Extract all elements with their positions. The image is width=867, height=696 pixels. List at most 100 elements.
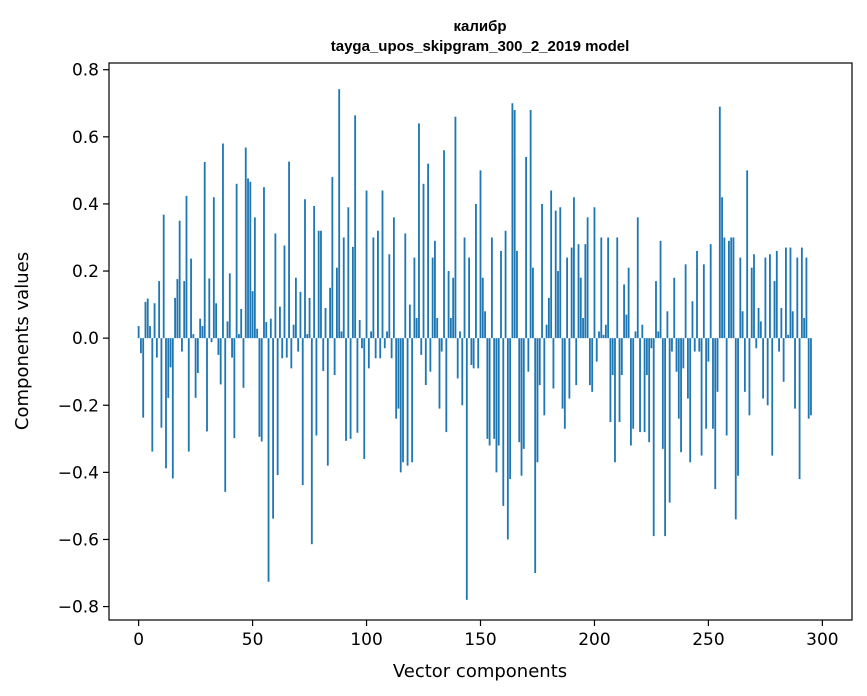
bar-170 [525, 156, 527, 339]
bar-190 [570, 247, 573, 339]
bar-107 [381, 190, 384, 339]
bar-9 [158, 281, 161, 339]
bar-122 [415, 318, 418, 339]
bar-24 [192, 334, 195, 339]
bar-59 [272, 338, 275, 519]
bar-115 [399, 338, 402, 473]
bar-100 [365, 190, 368, 339]
bar-219 [636, 217, 639, 339]
y-axis-label: Components values [12, 252, 33, 430]
bar-66 [288, 161, 290, 339]
bar-204 [602, 334, 605, 339]
bar-11 [162, 214, 165, 339]
bar-166 [516, 250, 518, 339]
bar-143 [463, 237, 466, 339]
bar-223 [645, 338, 648, 376]
bar-201 [595, 338, 598, 362]
bar-167 [518, 338, 521, 443]
bar-294 [807, 338, 810, 419]
bar-253 [714, 338, 717, 490]
x-tick-label: 50 [242, 630, 264, 650]
bar-53 [258, 338, 261, 437]
bar-214 [625, 314, 628, 339]
bar-206 [607, 237, 610, 339]
bar-162 [506, 338, 509, 540]
bar-242 [689, 338, 692, 463]
bar-39 [226, 321, 229, 339]
bar-258 [725, 338, 728, 436]
bar-254 [716, 338, 719, 392]
bar-89 [340, 331, 343, 339]
bar-64 [283, 245, 286, 339]
bar-205 [604, 324, 607, 339]
bar-217 [632, 338, 635, 429]
bar-142 [461, 338, 464, 406]
bar-282 [780, 307, 783, 339]
bar-51 [253, 217, 256, 339]
bar-230 [661, 338, 664, 449]
bar-2 [142, 338, 145, 418]
bar-88 [338, 89, 341, 339]
plot-frame [108, 62, 853, 621]
bar-82 [324, 307, 327, 339]
bar-105 [377, 230, 379, 339]
bar-63 [281, 338, 284, 359]
bar-40 [228, 273, 231, 339]
bar-191 [573, 197, 575, 339]
bar-278 [771, 338, 774, 456]
bar-152 [484, 311, 486, 339]
bar-44 [238, 334, 240, 339]
bar-45 [240, 308, 243, 339]
y-tick-label: 0.6 [72, 128, 99, 148]
y-tick-label: 0.0 [72, 329, 99, 349]
bar-132 [438, 338, 441, 409]
bar-18 [178, 220, 181, 339]
bar-159 [500, 250, 502, 339]
bar-43 [235, 183, 238, 339]
bar-151 [481, 277, 484, 339]
bar-116 [402, 338, 404, 463]
bar-76 [310, 338, 313, 545]
bar-12 [165, 338, 167, 469]
bar-160 [502, 338, 505, 506]
bar-117 [404, 233, 407, 339]
bar-265 [741, 311, 744, 339]
bar-96 [356, 338, 359, 433]
bar-252 [712, 338, 714, 429]
bar-266 [743, 338, 746, 392]
bar-128 [429, 338, 432, 372]
bar-244 [693, 338, 696, 352]
bar-36 [219, 338, 222, 385]
bar-181 [550, 190, 553, 339]
bar-188 [566, 257, 569, 339]
x-tick-label: 100 [350, 630, 382, 650]
bar-186 [561, 338, 564, 409]
bar-133 [440, 338, 443, 352]
bar-26 [196, 338, 199, 374]
bar-164 [511, 103, 514, 339]
bar-149 [477, 338, 480, 369]
bar-16 [174, 297, 176, 339]
bar-235 [673, 277, 676, 339]
bar-47 [244, 147, 247, 339]
x-tick-label: 0 [133, 630, 144, 650]
bar-90 [342, 237, 345, 339]
bar-4 [146, 298, 149, 339]
bar-267 [746, 170, 749, 339]
bar-182 [552, 338, 555, 389]
bar-6 [151, 338, 154, 452]
bar-101 [367, 338, 370, 369]
bar-193 [577, 244, 580, 339]
y-tick-label: −0.8 [58, 598, 99, 618]
bar-203 [600, 237, 603, 339]
bar-153 [486, 338, 489, 439]
bar-98 [361, 338, 363, 349]
bar-272 [757, 307, 760, 339]
bar-270 [753, 254, 755, 339]
bar-71 [299, 291, 302, 339]
bar-169 [522, 338, 525, 449]
bar-19 [181, 338, 183, 352]
bar-180 [547, 297, 550, 339]
bar-124 [420, 338, 423, 355]
bar-195 [582, 318, 584, 339]
